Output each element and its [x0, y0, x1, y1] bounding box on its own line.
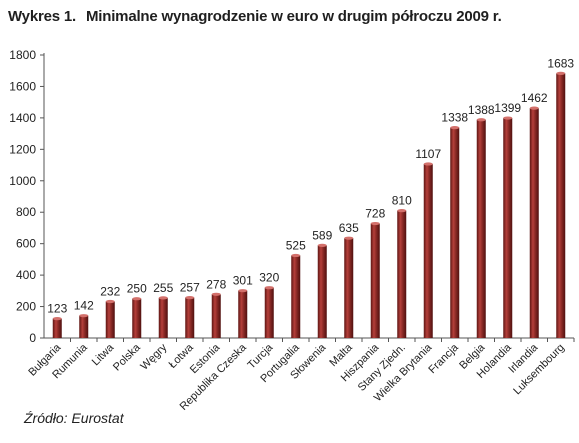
y-tick-label: 600 — [16, 237, 36, 251]
bar — [370, 223, 380, 338]
bar-value-label: 525 — [286, 238, 306, 252]
bar-value-label: 301 — [233, 274, 253, 288]
bar-cap — [158, 296, 168, 300]
bar — [450, 127, 460, 339]
bar — [503, 118, 513, 338]
bar-value-label: 1399 — [494, 101, 521, 115]
y-tick-label: 800 — [16, 205, 36, 219]
y-tick-label: 200 — [16, 300, 36, 314]
bar-value-label: 320 — [259, 271, 279, 285]
bar-cap — [503, 116, 513, 120]
bar-value-label: 278 — [206, 277, 226, 291]
bar-value-label: 142 — [74, 299, 94, 313]
bar-cap — [238, 289, 248, 293]
bar-cap — [211, 292, 221, 296]
bar — [238, 290, 248, 338]
bar-value-label: 1107 — [415, 147, 441, 161]
bar-cap — [556, 71, 566, 75]
bar-cap — [476, 118, 486, 122]
bar-cap — [105, 299, 115, 304]
bar-value-label: 589 — [312, 228, 332, 242]
y-tick-label: 1200 — [9, 142, 36, 156]
bar-cap — [264, 286, 274, 290]
bars-group — [52, 71, 566, 339]
bar-cap — [132, 297, 142, 301]
y-tick-label: 400 — [16, 268, 36, 282]
bar-cap — [291, 253, 301, 258]
y-tick-label: 1800 — [9, 48, 36, 62]
bar-value-label: 232 — [100, 285, 120, 299]
bar — [158, 297, 168, 338]
category-label: Polska — [111, 341, 143, 373]
bar-cap — [185, 295, 195, 300]
bar-cap — [344, 236, 354, 240]
bar-cap — [79, 314, 89, 318]
bar — [556, 73, 566, 339]
chart-title: Wykres 1. Minimalne wynagrodzenie w euro … — [8, 8, 502, 25]
y-tick-label: 1600 — [9, 79, 36, 93]
bar — [397, 210, 407, 338]
figure-label: Wykres 1. — [8, 8, 76, 25]
y-tick-label: 0 — [29, 331, 36, 345]
bar-value-label: 1338 — [441, 111, 468, 125]
bar-value-label: 250 — [127, 282, 147, 296]
category-label: Francja — [426, 341, 461, 376]
bar-value-label: 635 — [339, 221, 359, 235]
bar — [423, 163, 433, 338]
bar-value-label: 257 — [180, 281, 200, 295]
bar-value-labels: 123 142 232 250 255 257 278 301 320 525 589 635 728 8… — [47, 56, 574, 315]
figure-title: Minimalne wynagrodzenie w euro w drugim … — [85, 8, 502, 25]
bar-cap — [317, 243, 327, 247]
bar-cap — [52, 317, 62, 321]
bar — [344, 238, 354, 338]
bar-value-label: 255 — [153, 281, 173, 295]
bar — [185, 297, 195, 338]
y-tick-label: 1000 — [9, 174, 36, 188]
bar — [211, 294, 221, 338]
bar — [105, 301, 115, 338]
bar — [476, 119, 486, 338]
bar-value-label: 1388 — [468, 103, 495, 117]
bar-value-label: 728 — [365, 207, 385, 221]
bar-value-label: 1683 — [547, 56, 574, 70]
bar-cap — [370, 221, 380, 226]
x-axis — [44, 337, 575, 342]
bar — [291, 255, 301, 338]
bar — [132, 298, 142, 338]
bar — [529, 108, 539, 338]
y-axis: 0 200 400 600 800 1000 1200 1400 1600 1800 — [9, 48, 45, 345]
bar — [52, 318, 62, 338]
bar-value-label: 810 — [392, 194, 412, 208]
bar-value-label: 123 — [47, 302, 67, 316]
bar-value-label: 1462 — [521, 91, 548, 105]
bar-cap — [450, 126, 460, 130]
source-note: Źródło: Eurostat — [24, 410, 124, 426]
y-tick-label: 1400 — [9, 111, 36, 125]
category-label: Węgry — [138, 341, 169, 372]
bar — [317, 245, 327, 338]
bar — [264, 287, 274, 338]
bar — [79, 315, 89, 338]
bar-cap — [529, 106, 539, 110]
bar-cap — [397, 209, 407, 213]
bar-cap — [423, 162, 433, 166]
